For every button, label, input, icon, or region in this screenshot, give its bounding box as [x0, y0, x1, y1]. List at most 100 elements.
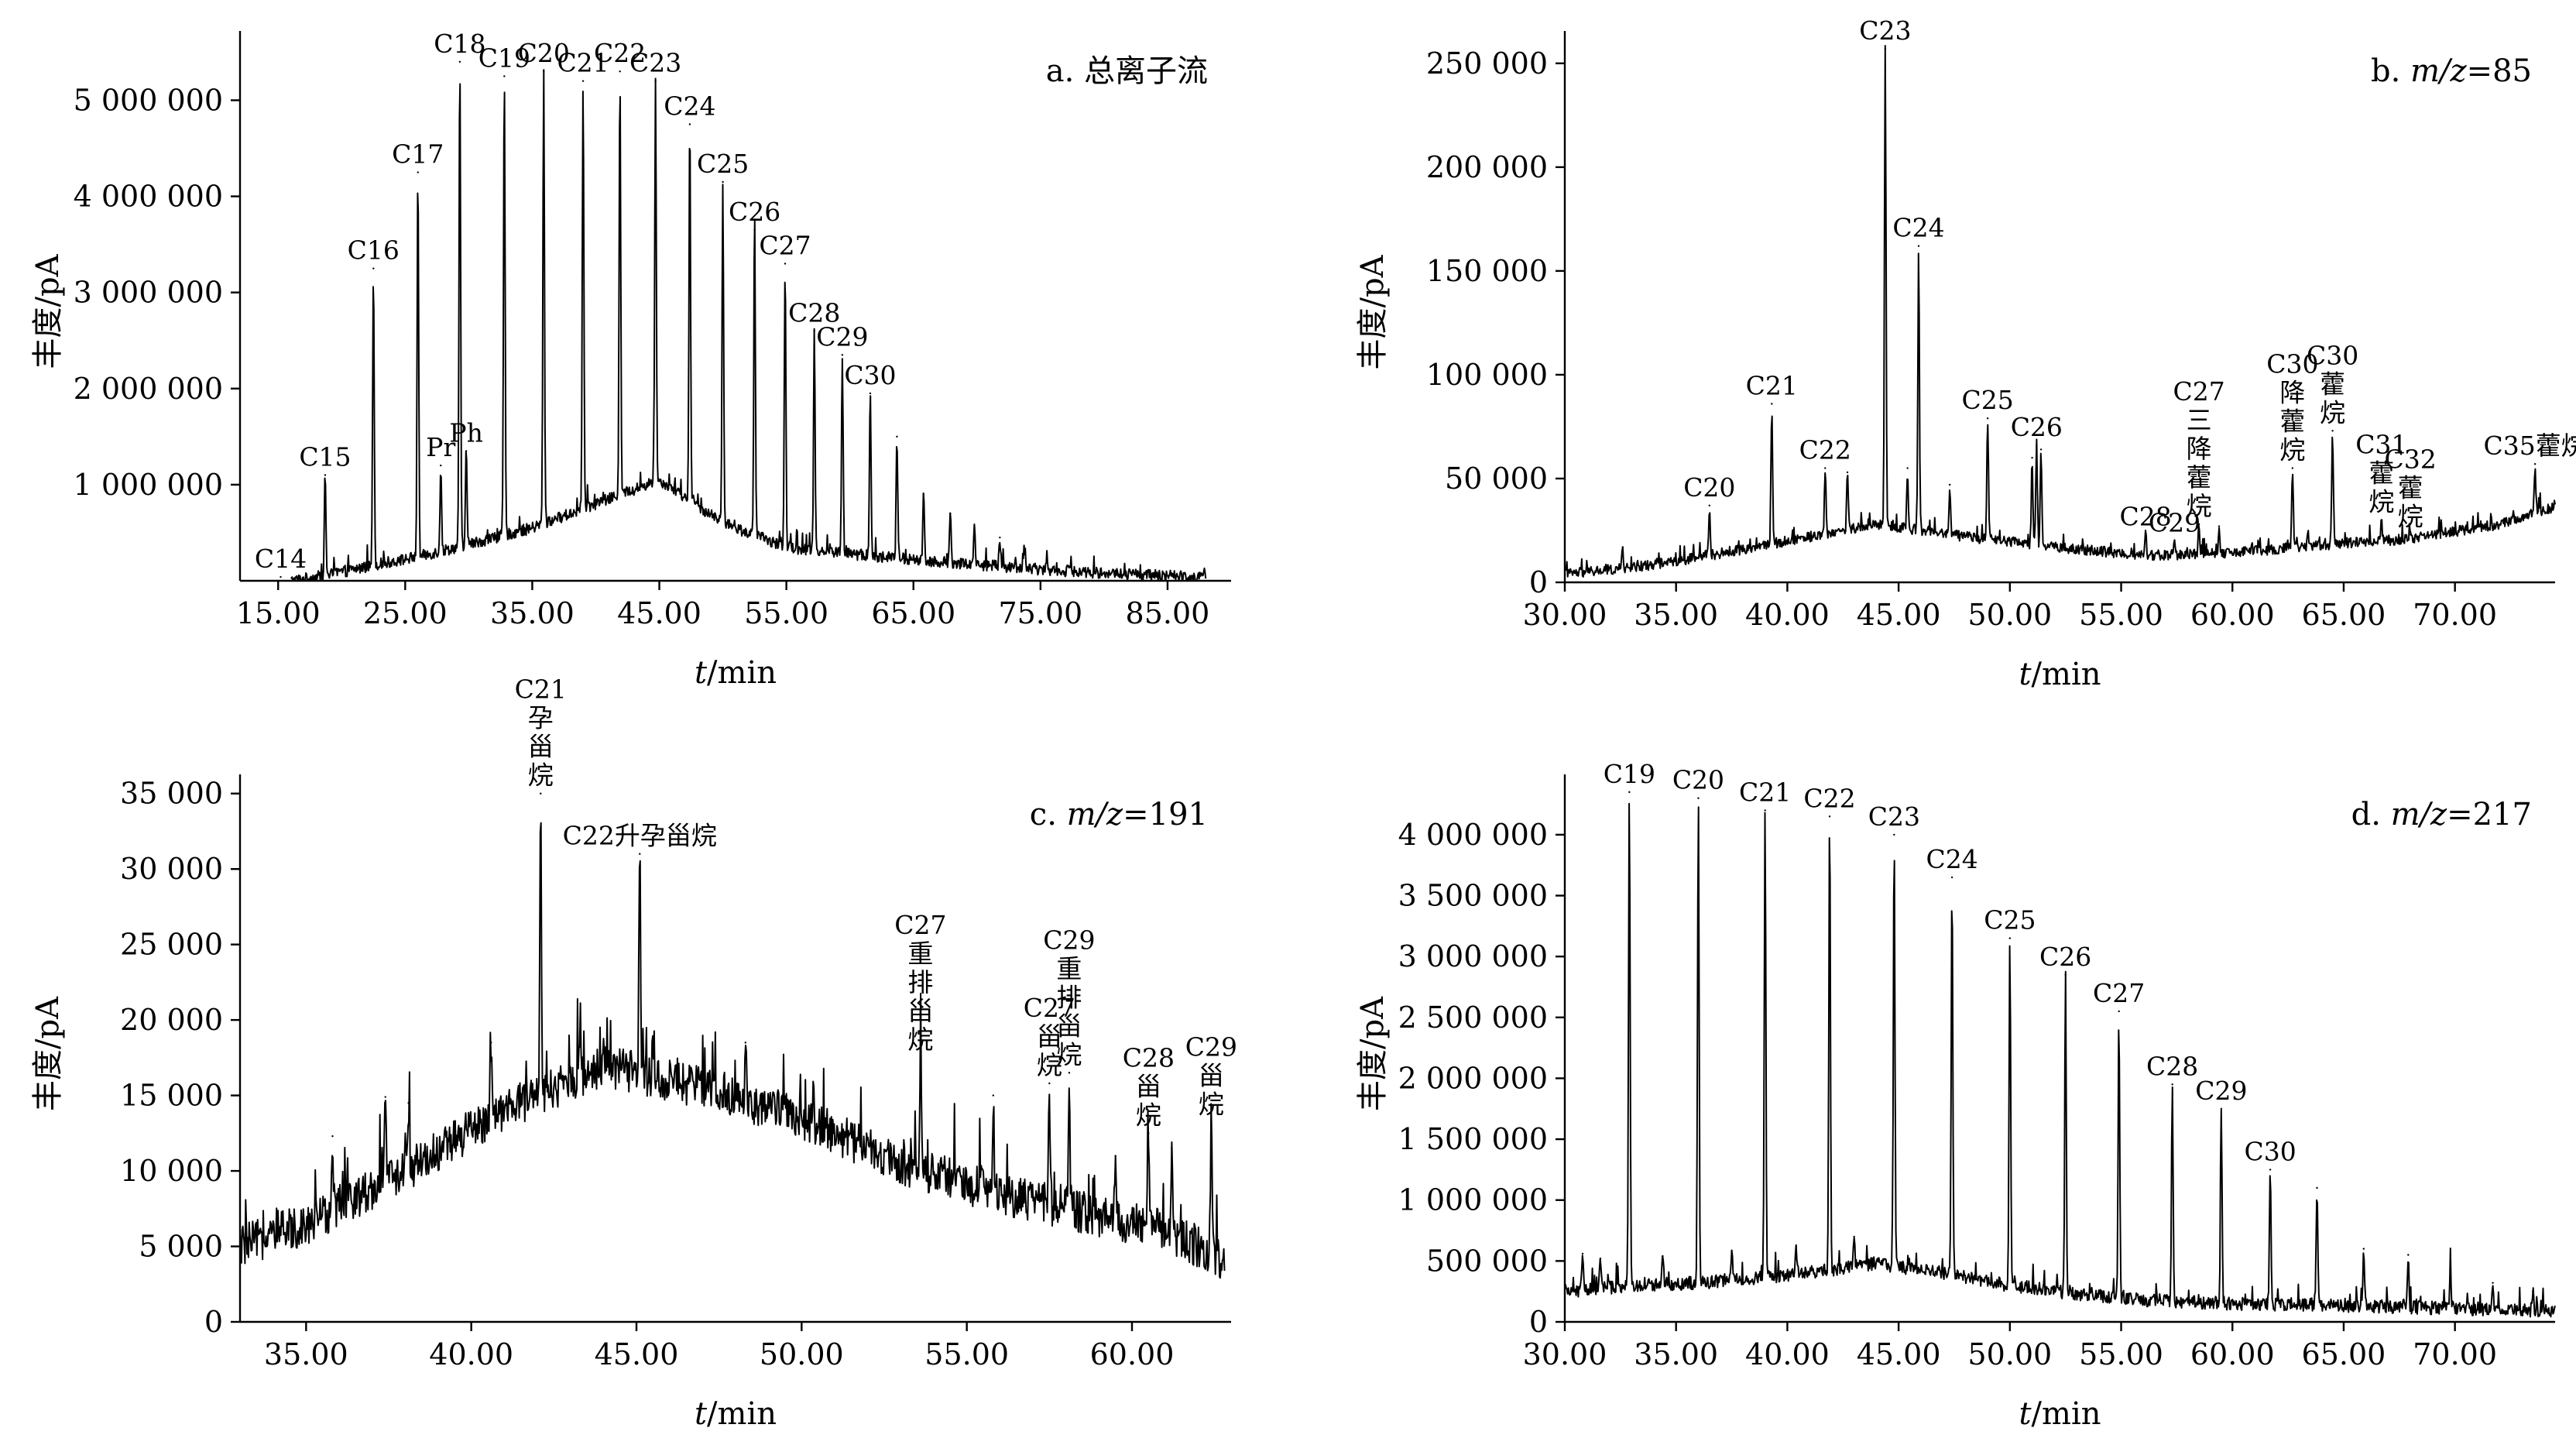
peak-label: C27 [759, 230, 811, 260]
x-tick-label: 60.00 [1090, 1337, 1175, 1371]
x-axis-title-var: t [695, 655, 708, 691]
peak-point [688, 123, 691, 125]
x-tick-label: 55.00 [924, 1337, 1009, 1371]
peak-label: 烷 [907, 1025, 933, 1055]
y-axis-title: 丰度/pA [1355, 254, 1391, 369]
peak-point [1824, 467, 1827, 469]
peak-point [2331, 430, 2334, 432]
peak-label: C14 [255, 544, 307, 574]
peak-label: C29 [816, 321, 868, 352]
panel-title: c. m/z=191 [1030, 797, 1208, 832]
peak-point [1599, 1258, 1602, 1260]
y-tick-label: 500 000 [1426, 1244, 1548, 1278]
peak-point [992, 1094, 995, 1097]
peak-label: C23 [1868, 801, 1920, 832]
peak-point [2171, 1083, 2173, 1086]
peak-point [2173, 540, 2176, 542]
x-tick-label: 55.00 [2079, 1337, 2163, 1371]
chromatogram-trace [1564, 45, 2556, 578]
peak-point [543, 70, 545, 73]
peak-point [722, 180, 724, 184]
peak-label: C30 [844, 360, 896, 390]
x-axis-title-unit: /min [707, 1396, 777, 1432]
peak-label: C29 [2195, 1076, 2247, 1106]
peak-label: 甾 [1056, 1011, 1082, 1041]
peak-point [2144, 534, 2147, 536]
peak-point [2362, 1248, 2365, 1250]
peak-label: C28 [2120, 501, 2172, 531]
peak-point [1764, 809, 1766, 812]
x-tick-label: 55.00 [744, 596, 828, 630]
x-axis-title: t/min [2019, 1396, 2101, 1432]
x-tick-label: 65.00 [2302, 598, 2386, 632]
peak-label: C24 [1926, 844, 1977, 874]
x-tick-label: 75.00 [998, 596, 1082, 630]
peak-point [1147, 1132, 1150, 1134]
panel-title-prefix: d. [2351, 797, 2391, 832]
panel-title: b. m/z=85 [2371, 53, 2532, 89]
x-tick-label: 60.00 [2190, 1337, 2275, 1371]
peak-label: C27 [894, 910, 946, 940]
peak-label: Ph [449, 417, 482, 448]
y-tick-label: 30 000 [120, 852, 223, 886]
peak-label: C26 [2039, 942, 2091, 972]
peak-point [1884, 47, 1887, 50]
peak-label: C21 [1739, 777, 1791, 807]
y-tick-label: 200 000 [1426, 150, 1548, 184]
y-tick-label: 3 000 000 [1398, 939, 1548, 973]
x-tick-label: 85.00 [1126, 596, 1210, 630]
peak-point [813, 330, 815, 332]
peak-point [581, 80, 585, 82]
y-tick-label: 4 000 000 [74, 180, 223, 214]
peak-label: C22升孕甾烷 [563, 821, 717, 851]
peak-label: 降 [2187, 434, 2212, 464]
chromatogram-trace [239, 822, 1226, 1279]
peak-label: C17 [392, 139, 444, 170]
peak-point [540, 792, 542, 795]
peak-point [2269, 1169, 2272, 1171]
panel-3: 30.00 35.00 40.00 45.00 50.00 55.00 60.00 65.00… [1355, 759, 2556, 1432]
peak-point [1771, 403, 1773, 405]
peak-label: C20 [1672, 765, 1724, 795]
peak-label: C28 [788, 297, 840, 328]
peak-label: C30 [2266, 349, 2318, 379]
x-tick-label: 65.00 [2302, 1337, 2386, 1371]
peak-point [2409, 534, 2412, 536]
y-axis-title: 丰度/pA [1355, 996, 1391, 1111]
peak-point [1697, 797, 1700, 799]
y-tick-label: 15 000 [120, 1079, 223, 1113]
y-tick-label: 2 000 000 [1398, 1061, 1548, 1095]
peak-point [384, 1096, 386, 1098]
peak-point [2008, 937, 2012, 939]
peak-point [1893, 833, 1895, 836]
x-tick-label: 25.00 [363, 596, 448, 630]
x-tick-label: 50.00 [1967, 1337, 2052, 1371]
peak-point [841, 354, 844, 356]
peak-point [1662, 1255, 1664, 1258]
x-tick-label: 40.00 [1745, 598, 1830, 632]
peak-label: C30 [2307, 340, 2358, 370]
peak-label: C22 [1803, 783, 1855, 813]
x-tick-label: 40.00 [429, 1337, 513, 1371]
x-axis-title-unit: /min [2032, 1396, 2101, 1432]
y-tick-label: 0 [1529, 1305, 1548, 1339]
peak-label: C31 [2355, 430, 2407, 460]
peak-label: C22 [1799, 435, 1851, 465]
panel-1: 30.00 35.00 40.00 45.00 50.00 55.00 60.00 65.00… [1355, 15, 2576, 692]
y-tick-label: 2 500 000 [1398, 1001, 1548, 1035]
y-tick-label: 5 000 [139, 1230, 223, 1264]
x-tick-label: 30.00 [1523, 598, 1607, 632]
x-tick-label: 35.00 [1634, 598, 1718, 632]
peak-point [2218, 525, 2221, 527]
peak-point [2407, 1254, 2410, 1256]
peak-label: C25 [1984, 905, 2036, 935]
y-tick-label: 4 000 000 [1398, 818, 1548, 852]
peak-point [1828, 815, 1831, 818]
x-tick-label: 70.00 [2413, 1337, 2497, 1371]
peak-point [1210, 1121, 1213, 1124]
peak-label: C23 [1859, 15, 1911, 46]
peak-point [1949, 483, 1951, 486]
peak-point [579, 1021, 581, 1025]
peak-label: 烷 [2320, 397, 2345, 427]
panel-title: a. 总离子流 [1046, 53, 1208, 89]
